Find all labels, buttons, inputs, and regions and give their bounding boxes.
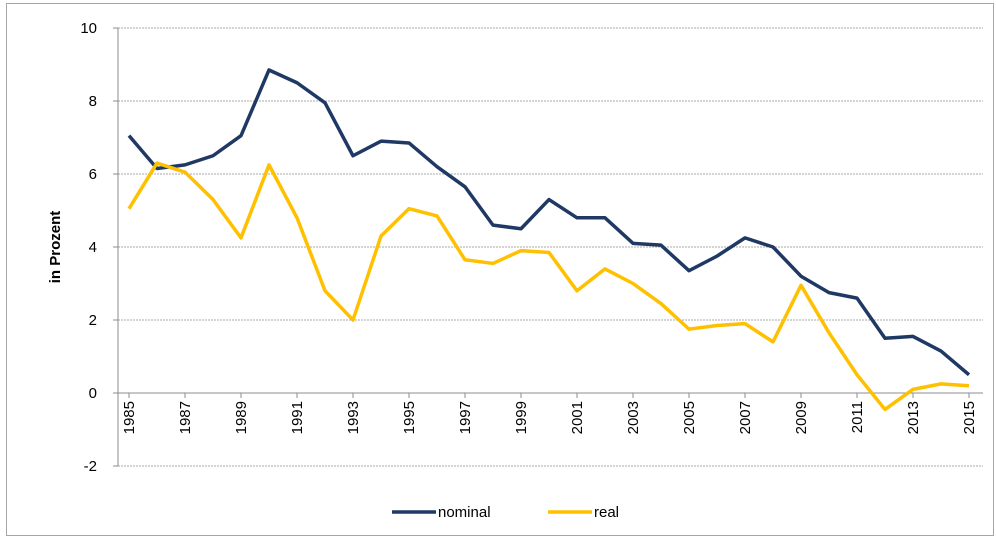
x-tick-label: 1987 [177,401,194,434]
x-tick-label: 2013 [905,401,922,434]
y-tick-label: 10 [80,20,97,37]
legend-label: real [594,504,619,521]
legend-label: nominal [438,504,491,521]
x-tick-label: 1999 [513,401,530,434]
x-tick-label: 1991 [289,401,306,434]
line-series [127,161,970,412]
x-tick-label: 2003 [625,401,642,434]
x-tick-label: 2011 [849,401,866,433]
y-tick-label: 2 [89,312,97,329]
y-tick-label: -2 [84,458,97,475]
x-tick-label: 2015 [961,401,978,434]
x-tick-label: 2005 [681,401,698,434]
y-tick-label: 4 [89,239,97,256]
y-tick-label: 8 [89,93,97,110]
y-axis-label: in Prozent [47,211,64,284]
x-tick-label: 1989 [233,401,250,434]
x-tick-label: 1985 [121,401,138,434]
x-tick-label: 1997 [457,401,474,434]
x-tick-label: 1993 [345,401,362,434]
x-tick-label: 2007 [737,401,754,434]
x-tick-label: 2009 [793,401,810,434]
chart-border [6,3,994,536]
y-tick-label: 0 [89,385,97,402]
x-tick-label: 1995 [401,401,418,434]
y-tick-label: 6 [89,166,97,183]
line-series [127,68,971,377]
x-tick-label: 2001 [569,401,586,434]
